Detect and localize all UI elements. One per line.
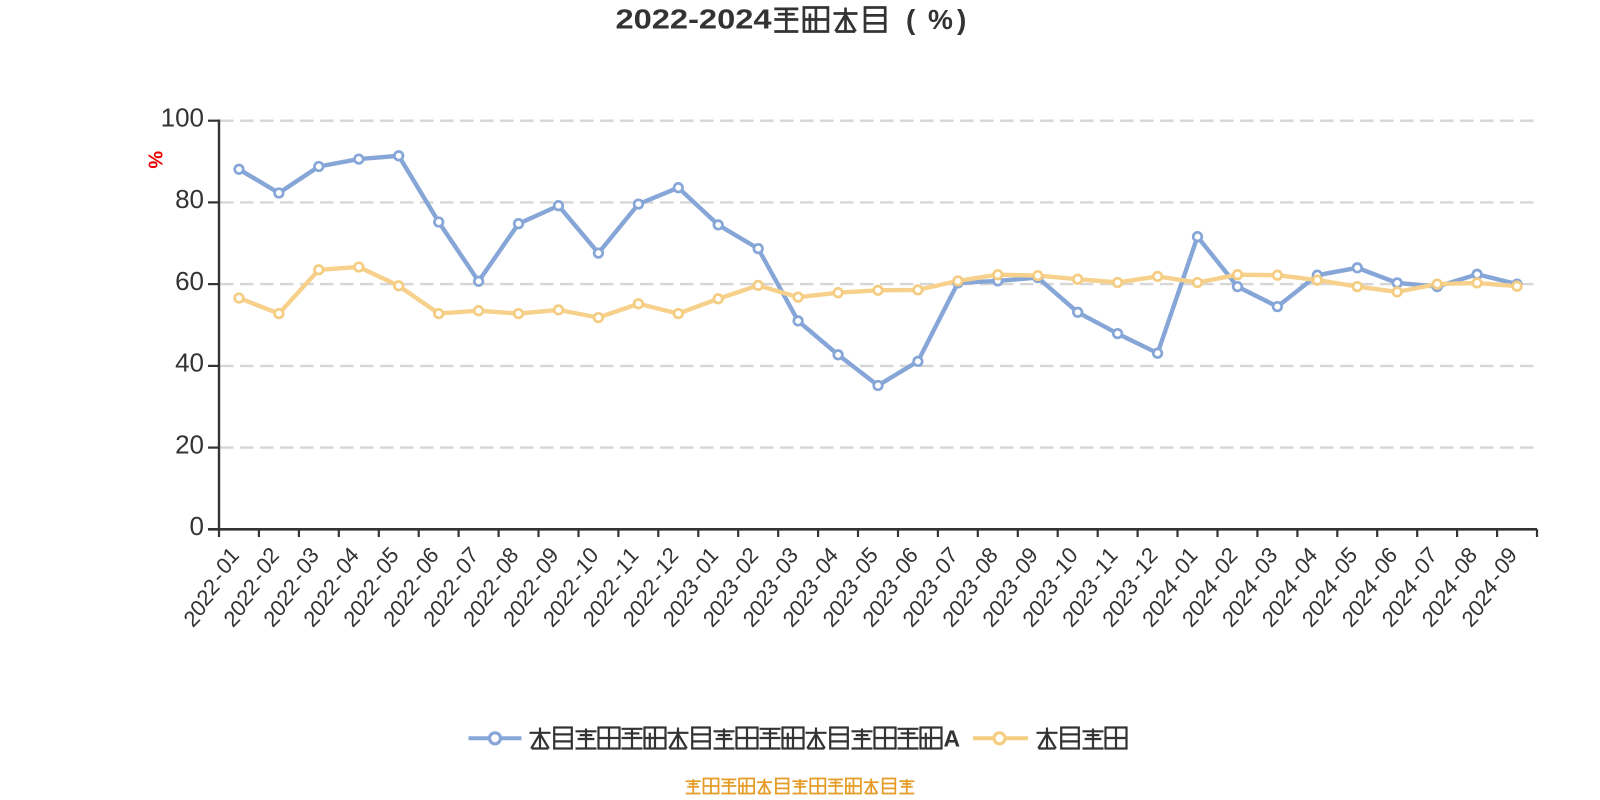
svg-text:0: 0	[190, 511, 204, 541]
svg-text:60: 60	[175, 266, 204, 296]
svg-text:40: 40	[175, 348, 204, 378]
svg-text:%: %	[143, 151, 165, 169]
svg-text:80: 80	[175, 184, 204, 214]
svg-text:%: %	[928, 4, 953, 35]
svg-text:(: (	[906, 4, 916, 35]
svg-text:A: A	[944, 726, 961, 752]
svg-text:): )	[957, 4, 966, 35]
svg-text:100: 100	[161, 102, 204, 132]
svg-text:2022-2024: 2022-2024	[616, 4, 772, 35]
svg-text:20: 20	[175, 429, 204, 459]
